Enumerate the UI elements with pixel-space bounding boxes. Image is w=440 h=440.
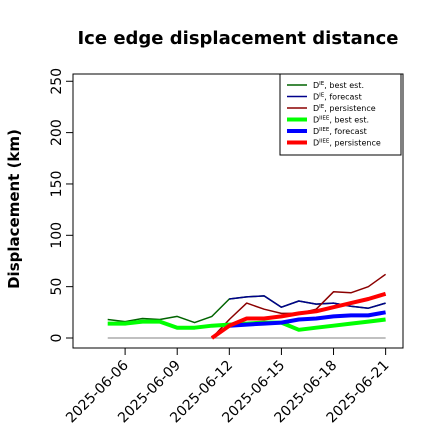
series-layer	[107, 273, 387, 340]
legend-label-6: DIIEE, persistence	[313, 139, 381, 148]
chart-title: Ice edge displacement distance	[77, 28, 398, 49]
series-line-6	[210, 291, 387, 340]
y-axis: 0 50 100 150 200 250	[49, 68, 73, 343]
legend-label-3: DIE, persistence	[313, 104, 376, 113]
y-axis-label: Displacement (km)	[5, 129, 23, 289]
y-tick-label: 50	[49, 278, 65, 296]
y-tick-label: 150	[49, 171, 65, 198]
y-tick-label: 100	[49, 222, 65, 249]
series-line-2	[229, 295, 386, 309]
legend-label-1: DIE, best est.	[313, 81, 364, 90]
x-axis: 2025-06-062025-06-092025-06-122025-06-15…	[63, 348, 392, 426]
legend-label-4: DIIEE, best est.	[313, 116, 369, 125]
legend: DIE, best est. DIE, forecast DIE, persiste…	[279, 73, 402, 156]
y-tick-label: 200	[49, 119, 65, 146]
legend-label-2: DIE, forecast	[313, 93, 362, 102]
y-tick-label: 0	[49, 334, 65, 343]
legend-label-5: DIIEE, forecast	[313, 127, 367, 136]
y-tick-label: 250	[49, 68, 65, 95]
series-line-5	[229, 310, 386, 328]
plot-frame	[72, 73, 404, 349]
